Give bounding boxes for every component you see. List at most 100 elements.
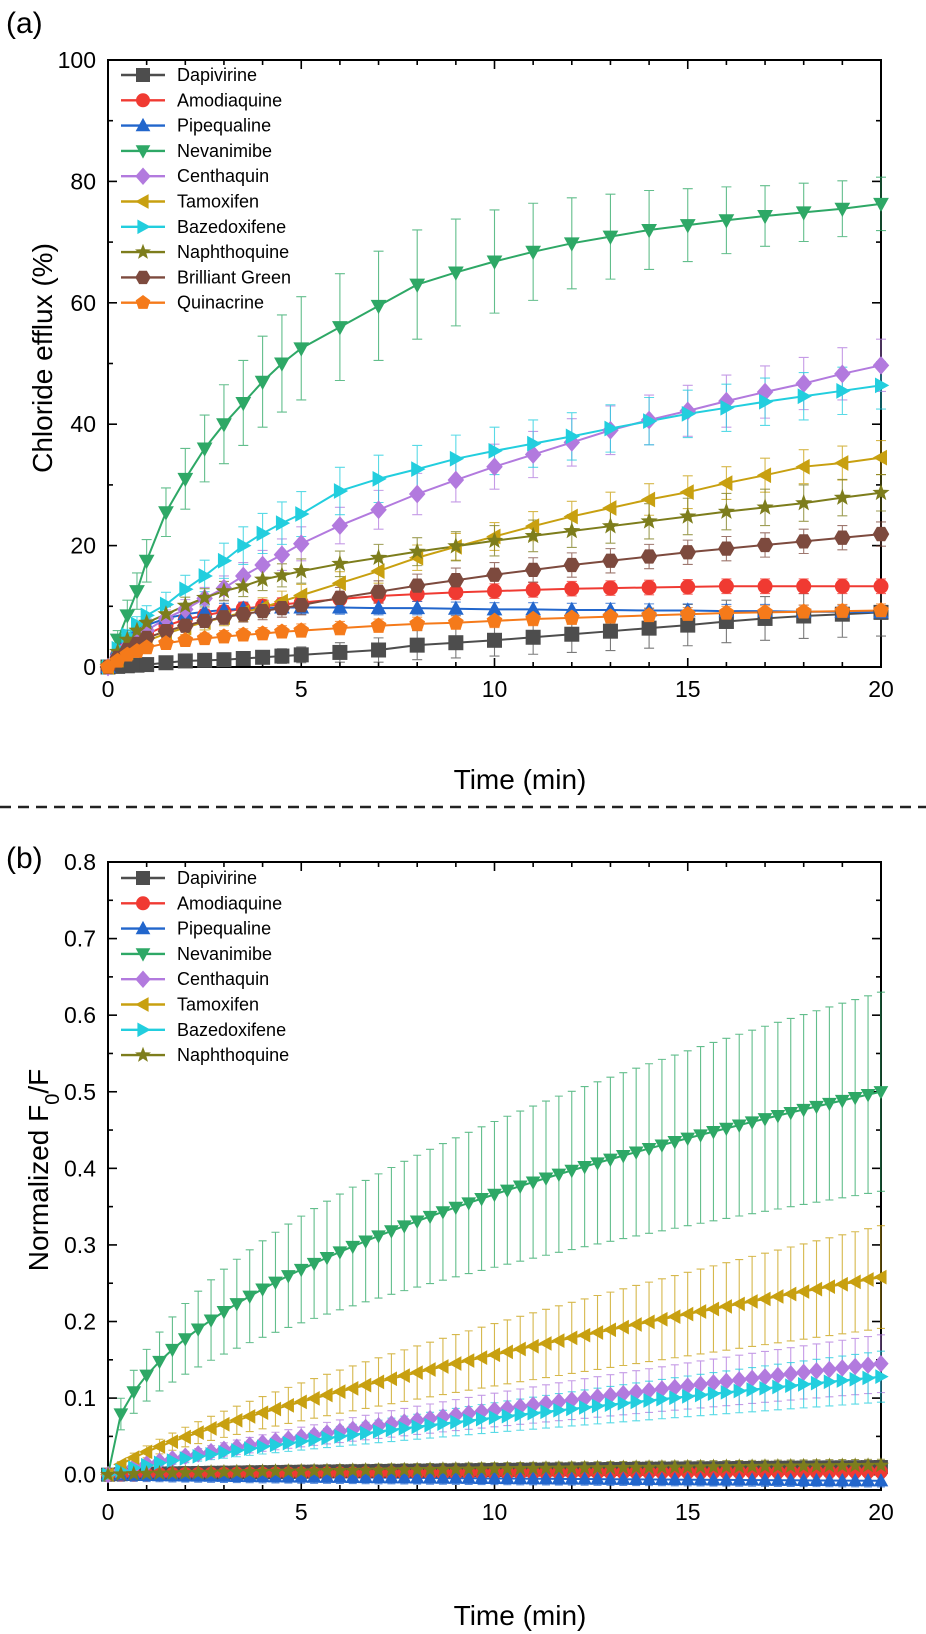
panel-a-legend-label-amodiaquine: Amodiaquine [177, 90, 282, 110]
panel-a-point-quinacrine [525, 610, 541, 626]
panel-b-point-naphthoquine [653, 1459, 670, 1475]
panel-b-point-naphthoquine [228, 1463, 245, 1479]
panel-a-point-bazedoxifene [527, 435, 542, 452]
panel-b-legend-marker-naphthoquine [135, 1046, 151, 1062]
panel-a-point-brilliant-green [718, 541, 735, 556]
panel-a-point-tamoxifen [795, 458, 810, 475]
panel-a-point-bazedoxifene [836, 382, 851, 399]
panel-b-point-pipequaline [641, 1471, 657, 1486]
panel-a-point-naphthoquine [196, 588, 214, 606]
panel-a-legend-label-quinacrine: Quinacrine [177, 293, 264, 313]
panel-b-point-bazedoxifene [179, 1451, 193, 1466]
panel-a-point-amodiaquine [641, 579, 657, 595]
panel-a-x-tick-label: 0 [102, 676, 115, 702]
panel-b-point-tamoxifen [280, 1398, 294, 1413]
panel-b-legend-label-tamoxifen: Tamoxifen [177, 995, 259, 1015]
panel-b-point-bazedoxifene [682, 1389, 696, 1404]
panel-a-point-nevanimibe [873, 197, 889, 213]
panel-a-point-bazedoxifene [681, 406, 696, 422]
panel-b-point-pipequaline [409, 1470, 425, 1484]
panel-a-point-nevanimibe [119, 609, 136, 624]
panel-b-point-centhaquin [860, 1356, 876, 1374]
panel-b-point-bazedoxifene [398, 1420, 412, 1436]
panel-b-point-naphthoquine [666, 1458, 683, 1475]
panel-b-point-bazedoxifene [334, 1429, 348, 1444]
panel-a-point-naphthoquine [756, 498, 774, 515]
panel-b-point-bazedoxifene [669, 1390, 683, 1406]
panel-b-point-nevanimibe [113, 1408, 129, 1422]
panel-b-point-bazedoxifene [269, 1437, 284, 1453]
panel-b-point-tamoxifen [396, 1368, 410, 1383]
panel-a-legend-marker-pipequaline [135, 117, 151, 132]
panel-a-point-quinacrine [795, 603, 812, 619]
panel-a-point-pipequaline [486, 601, 503, 616]
panel-b-point-tamoxifen [203, 1421, 217, 1436]
panel-b-point-tamoxifen [370, 1374, 385, 1390]
panel-a-point-naphthoquine [447, 537, 465, 554]
panel-a-point-bazedoxifene [295, 506, 310, 522]
panel-b-point-centhaquin [847, 1357, 863, 1376]
panel-b-point-nevanimibe [190, 1323, 206, 1337]
panel-b-point-naphthoquine [718, 1458, 735, 1474]
panel-b-point-tamoxifen [564, 1330, 578, 1346]
panel-a-point-naphthoquine [234, 577, 252, 594]
panel-a-point-dapivirine [371, 642, 387, 658]
panel-a-point-quinacrine [718, 604, 735, 620]
panel-b-point-tamoxifen [216, 1416, 230, 1432]
panel-b-point-tamoxifen [808, 1281, 823, 1297]
panel-b-point-bazedoxifene [437, 1416, 451, 1431]
panel-a-point-centhaquin [235, 566, 252, 586]
panel-a-point-bazedoxifene [759, 393, 774, 410]
panel-b-y-tick-label: 0.0 [64, 1462, 96, 1488]
panel-b-point-nevanimibe [358, 1235, 373, 1249]
panel-b-point-centhaquin [602, 1386, 619, 1405]
panel-b-point-pipequaline [577, 1471, 592, 1485]
panel-b-y-tick-label: 0.8 [64, 849, 96, 875]
panel-b-point-tamoxifen [345, 1381, 359, 1396]
panel-a-legend-marker-dapivirine [136, 68, 150, 82]
panel-b-y-title-tail: /F [23, 1069, 54, 1094]
panel-a-point-nevanimibe [177, 472, 194, 488]
panel-b-point-naphthoquine [641, 1459, 658, 1475]
panel-b-point-pipequaline [551, 1471, 567, 1485]
panel-b-point-tamoxifen [692, 1304, 707, 1319]
panel-b-point-centhaquin [783, 1365, 799, 1383]
panel-a-point-tamoxifen [524, 518, 540, 535]
panel-b-point-nevanimibe [487, 1188, 502, 1203]
panel-b-point-centhaquin [576, 1389, 593, 1408]
panel-a-point-dapivirine [564, 626, 580, 642]
panel-b-point-bazedoxifene [192, 1448, 206, 1464]
panel-b-point-pipequaline [242, 1468, 258, 1483]
panel-a-point-tamoxifen [563, 508, 578, 525]
panel-b-point-naphthoquine [151, 1464, 168, 1481]
panel-b-point-nevanimibe [873, 1086, 889, 1100]
panel-b-point-tamoxifen [628, 1317, 642, 1332]
panel-a-point-nevanimibe [158, 506, 174, 521]
panel-b-point-bazedoxifene [566, 1401, 580, 1417]
panel-b-point-nevanimibe [603, 1153, 618, 1167]
panel-b-point-naphthoquine [100, 1466, 116, 1482]
panel-a-point-amodiaquine [525, 582, 541, 598]
panel-b-point-nevanimibe [435, 1206, 451, 1220]
panel-b-point-nevanimibe [396, 1220, 412, 1234]
panel-a-point-quinacrine [138, 639, 155, 655]
panel-b-y-title-sub: 0 [42, 1094, 64, 1105]
panel-b-point-pipequaline [731, 1472, 747, 1486]
panel-b-point-nevanimibe [590, 1157, 605, 1171]
panel-b-y-tick-label: 0.1 [64, 1385, 96, 1411]
panel-a-legend-marker-centhaquin [135, 167, 151, 185]
panel-a-point-bazedoxifene [372, 470, 387, 487]
panel-b-point-naphthoquine [679, 1458, 696, 1474]
panel-a-point-bazedoxifene [565, 428, 581, 445]
panel-b-point-pipequaline [628, 1471, 644, 1485]
panel-a-legend-marker-tamoxifen [135, 194, 149, 209]
panel-b-point-bazedoxifene [372, 1424, 387, 1439]
panel-a-point-dapivirine [525, 629, 541, 645]
panel-b-point-nevanimibe [229, 1298, 245, 1312]
panel-a-legend-label-centhaquin: Centhaquin [177, 166, 269, 186]
panel-a-point-amodiaquine [564, 581, 580, 597]
panel-a-point-dapivirine [197, 652, 213, 668]
panel-b-point-tamoxifen [576, 1327, 591, 1343]
panel-a-point-quinacrine [158, 635, 174, 650]
panel-a-point-brilliant-green [834, 530, 851, 545]
